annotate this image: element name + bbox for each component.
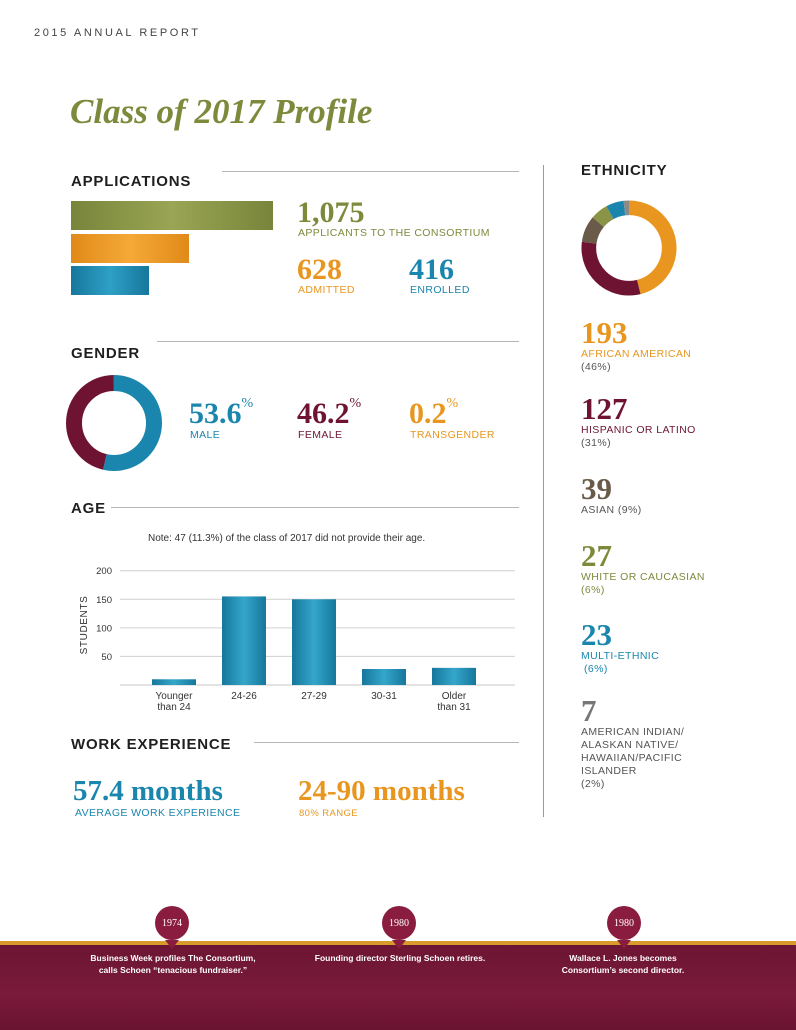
ethnicity-value: 27 — [581, 538, 612, 573]
pin-tail — [165, 940, 179, 949]
timeline-marker: 1974 — [155, 906, 189, 949]
enrolled-label: ENROLLED — [410, 284, 470, 296]
x-tick-label: than 24 — [157, 702, 191, 713]
x-tick-label: 24-26 — [231, 691, 257, 702]
timeline-event-text: Founding director Sterling Schoen retire… — [314, 953, 486, 963]
applications-rule — [222, 171, 519, 172]
enrolled-value: 416 — [409, 253, 454, 286]
work-rule — [254, 742, 519, 743]
admitted-bar — [71, 234, 189, 263]
timeline-event-text: Business Week profiles The Consortium, c… — [90, 953, 256, 975]
transgender-label: TRANSGENDER — [410, 429, 495, 441]
y-tick-label: 150 — [96, 595, 112, 606]
ethnicity-label: WHITE OR CAUCASIAN — [581, 571, 705, 583]
ethnicity-label: MULTI-ETHNIC — [581, 650, 660, 662]
admitted-value: 628 — [297, 253, 342, 286]
ethnicity-donut-segment-5 — [581, 200, 677, 296]
work-experience-heading: WORK EXPERIENCE — [71, 736, 232, 753]
ethnicity-pct: (6%) — [581, 584, 605, 596]
ethnicity-value: 193 — [581, 315, 628, 350]
applicants-value: 1,075 — [297, 196, 365, 229]
timeline-year: 1980 — [382, 906, 416, 940]
ethnicity-item: 39 ASIAN (9%) — [581, 473, 781, 517]
ethnicity-value: 39 — [581, 471, 612, 506]
timeline-event-text: Wallace L. Jones becomes Consortium’s se… — [561, 953, 685, 975]
female-value: 46.2% — [297, 396, 362, 430]
age-heading: AGE — [71, 500, 106, 517]
ethnicity-pct: (31%) — [581, 437, 612, 449]
ethnicity-pct: (46%) — [581, 361, 612, 373]
timeline-year: 1980 — [607, 906, 641, 940]
gender-donut-segment-1 — [66, 375, 162, 471]
x-tick-label: than 31 — [437, 702, 471, 713]
gender-rule — [157, 341, 519, 342]
bar — [222, 596, 266, 685]
ethnicity-label: ASIAN (9%) — [581, 504, 642, 516]
male-label: MALE — [190, 429, 221, 441]
ethnicity-value: 127 — [581, 391, 628, 426]
page-title: Class of 2017 Profile — [70, 92, 373, 131]
gender-donut — [66, 375, 162, 471]
column-divider — [543, 165, 544, 817]
x-tick-label: 27-29 — [301, 691, 327, 702]
x-tick-label: Older — [442, 691, 467, 702]
age-rule — [111, 507, 519, 508]
ethnicity-value: 7 — [581, 693, 597, 728]
y-tick-label: 200 — [96, 566, 112, 577]
x-tick-label: Younger — [156, 691, 194, 702]
ethnicity-pct: (6%) — [584, 663, 608, 675]
ethnicity-pct: (2%) — [581, 778, 605, 790]
admitted-label: ADMITTED — [298, 284, 355, 296]
ethnicity-value: 23 — [581, 617, 612, 652]
ethnicity-item: 193 AFRICAN AMERICAN (46%) — [581, 317, 781, 374]
x-tick-label: 30-31 — [371, 691, 397, 702]
male-value: 53.6% — [189, 396, 254, 430]
range-work-value: 24-90 months — [298, 775, 465, 807]
ethnicity-item: 23 MULTI-ETHNIC (6%) — [581, 619, 781, 676]
ethnicity-label: HISPANIC OR LATINO — [581, 424, 696, 436]
range-work-label: 80% RANGE — [299, 808, 359, 819]
ethnicity-label: AFRICAN AMERICAN — [581, 348, 692, 360]
ethnicity-item: 127 HISPANIC OR LATINO (31%) — [581, 393, 781, 450]
ethnicity-label: AMERICAN INDIAN/ ALASKAN NATIVE/ HAWAIIA… — [581, 726, 685, 777]
report-header: 2015 ANNUAL REPORT — [34, 27, 201, 39]
timeline-marker: 1980 — [382, 906, 416, 949]
bar — [292, 599, 336, 685]
bar — [432, 667, 476, 685]
pin-tail — [392, 940, 406, 949]
avg-work-label: AVERAGE WORK EXPERIENCE — [75, 807, 241, 819]
timeline-band — [0, 943, 796, 1030]
age-note: Note: 47 (11.3%) of the class of 2017 di… — [148, 533, 426, 544]
transgender-value: 0.2% — [409, 396, 459, 430]
gender-heading: GENDER — [71, 345, 140, 362]
bar — [362, 669, 406, 685]
timeline-marker: 1980 — [607, 906, 641, 949]
bar — [152, 679, 196, 685]
pin-tail — [617, 940, 631, 949]
avg-work-value: 57.4 months — [73, 775, 223, 807]
enrolled-bar — [71, 266, 149, 295]
gender-donut-segment-2 — [66, 375, 162, 471]
y-tick-label: 100 — [96, 623, 112, 634]
timeline-year: 1974 — [155, 906, 189, 940]
applicants-bar — [71, 201, 273, 230]
ethnicity-donut-segment-1 — [581, 200, 677, 296]
ethnicity-item: 7 AMERICAN INDIAN/ ALASKAN NATIVE/ HAWAI… — [581, 695, 701, 791]
ethnicity-heading: ETHNICITY — [581, 162, 668, 179]
y-axis-label: STUDENTS — [79, 596, 90, 655]
applicants-label: APPLICANTS TO THE CONSORTIUM — [298, 227, 490, 239]
applications-heading: APPLICATIONS — [71, 173, 192, 190]
ethnicity-donut — [581, 200, 677, 296]
y-tick-label: 50 — [101, 652, 112, 663]
female-label: FEMALE — [298, 429, 343, 441]
ethnicity-item: 27 WHITE OR CAUCASIAN (6%) — [581, 540, 781, 597]
